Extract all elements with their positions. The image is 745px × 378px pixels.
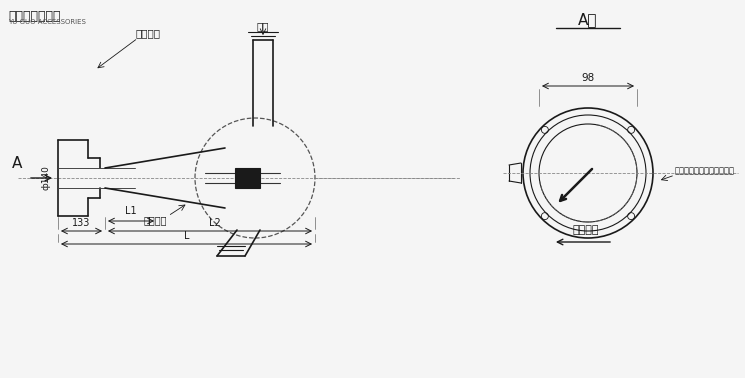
Text: YU GUO ACCESSORIES: YU GUO ACCESSORIES [8,19,86,25]
Text: 油流方向: 油流方向 [573,225,599,235]
Bar [235,168,259,188]
Text: 密封垫圈: 密封垫圈 [143,215,167,225]
Text: ф140: ф140 [42,166,51,191]
Text: 133: 133 [72,218,91,228]
Text: L: L [184,231,189,241]
Text: 98: 98 [581,73,595,83]
Text: 安装法兰: 安装法兰 [136,28,160,38]
Text: A向: A向 [578,12,597,28]
Text: L1: L1 [125,206,137,216]
Text: L2: L2 [209,218,221,228]
Text: 玉国变压器配件: 玉国变压器配件 [8,10,60,23]
Text: 联管: 联管 [257,21,269,31]
Text: 动板起始位置（无流量时）: 动板起始位置（无流量时） [675,166,735,175]
Text: A: A [12,156,22,172]
